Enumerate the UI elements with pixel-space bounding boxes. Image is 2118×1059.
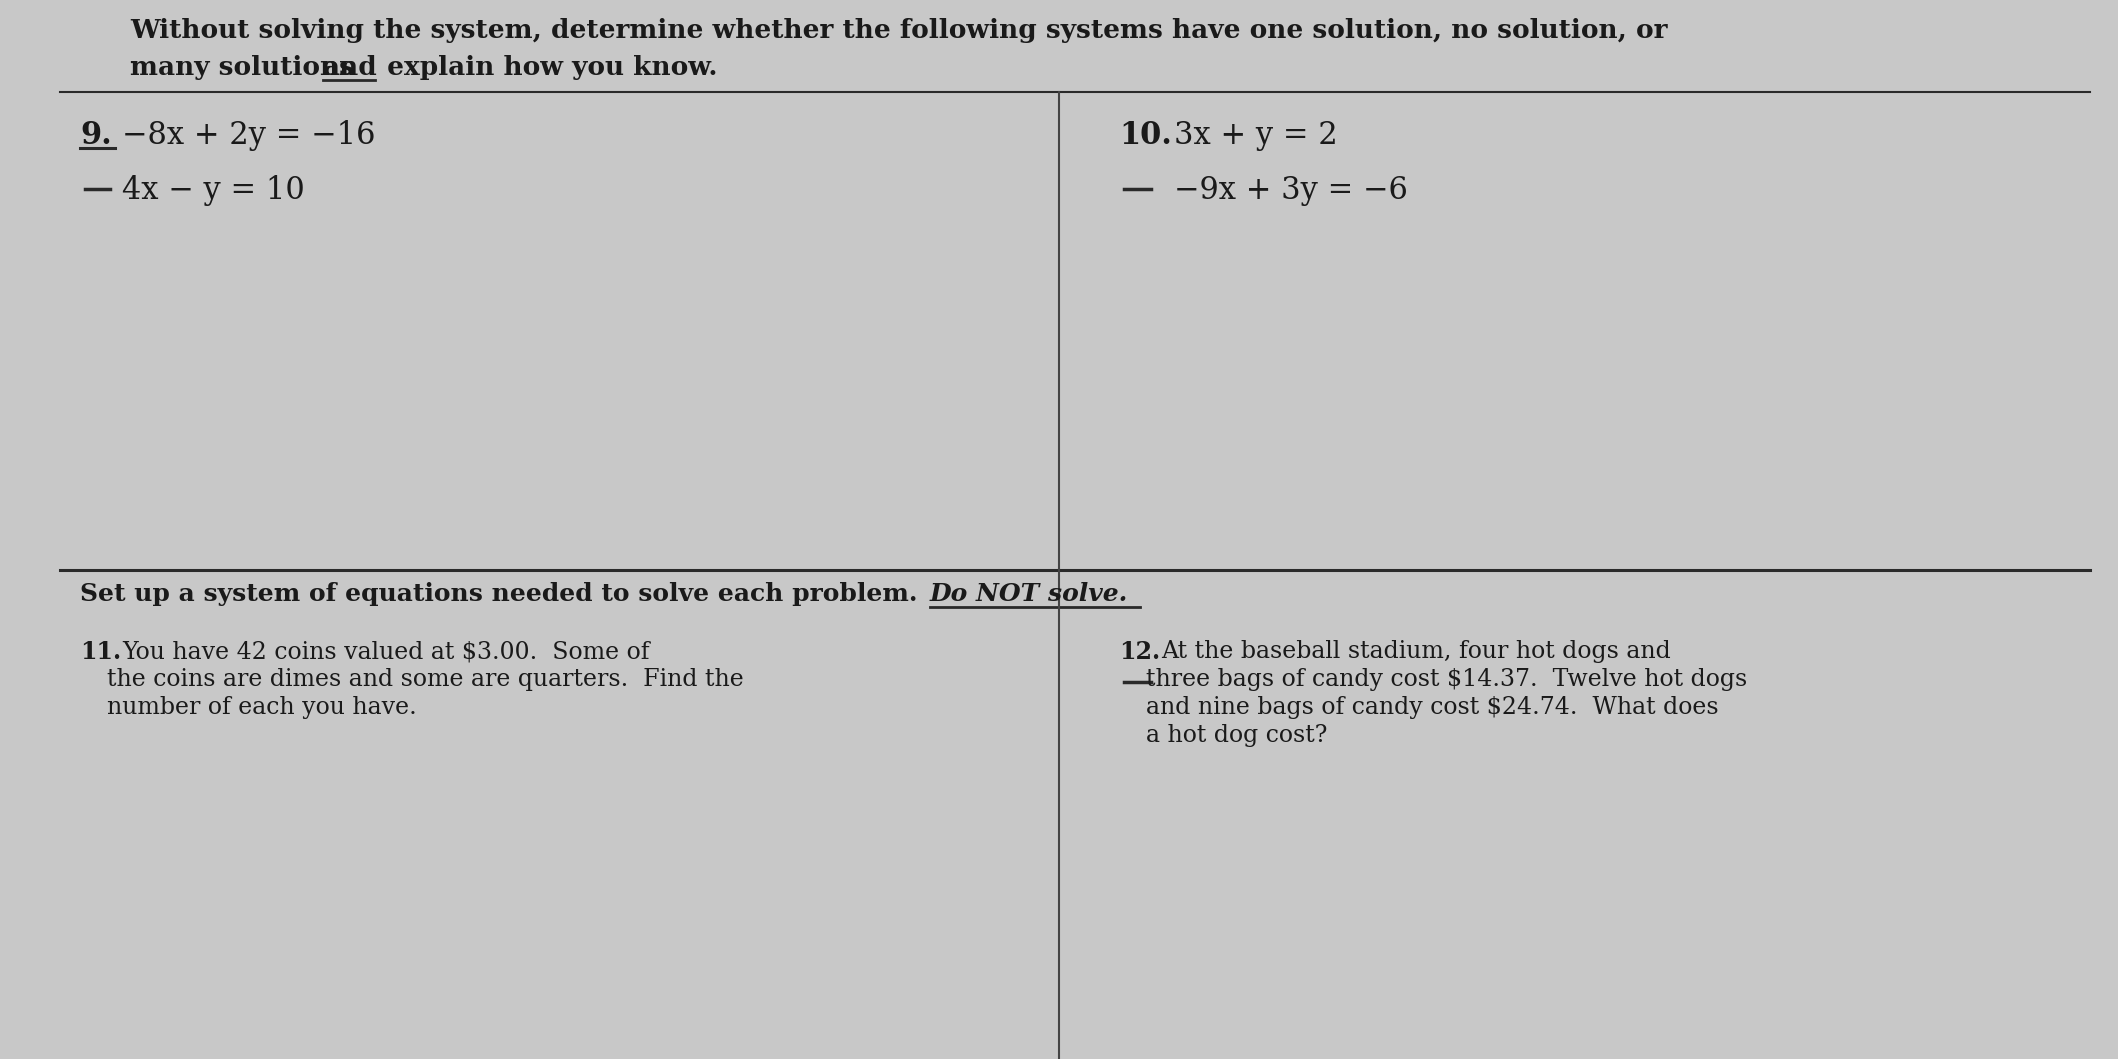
Text: and: and <box>324 55 377 80</box>
Text: At the baseball stadium, four hot dogs and: At the baseball stadium, four hot dogs a… <box>1161 640 1671 663</box>
Text: Do NOT solve.: Do NOT solve. <box>930 582 1129 606</box>
Text: three bags of candy cost $14.37.  Twelve hot dogs: three bags of candy cost $14.37. Twelve … <box>1146 668 1747 692</box>
Text: −9x + 3y = −6: −9x + 3y = −6 <box>1173 175 1408 207</box>
Text: Set up a system of equations needed to solve each problem.: Set up a system of equations needed to s… <box>80 582 934 606</box>
Text: 11.: 11. <box>80 640 121 664</box>
Text: many solutions: many solutions <box>129 55 362 80</box>
Text: and nine bags of candy cost $24.74.  What does: and nine bags of candy cost $24.74. What… <box>1146 696 1718 719</box>
Text: 12.: 12. <box>1118 640 1161 664</box>
Text: 9.: 9. <box>80 120 112 151</box>
Text: the coins are dimes and some are quarters.  Find the: the coins are dimes and some are quarter… <box>108 668 743 692</box>
Text: 4x − y = 10: 4x − y = 10 <box>123 175 305 207</box>
Text: 10.: 10. <box>1118 120 1171 151</box>
Text: You have 42 coins valued at $3.00.  Some of: You have 42 coins valued at $3.00. Some … <box>123 640 650 663</box>
Text: 3x + y = 2: 3x + y = 2 <box>1173 120 1339 151</box>
Text: number of each you have.: number of each you have. <box>108 696 417 719</box>
Text: a hot dog cost?: a hot dog cost? <box>1146 724 1328 747</box>
Text: Without solving the system, determine whether the following systems have one sol: Without solving the system, determine wh… <box>129 18 1667 43</box>
Text: −8x + 2y = −16: −8x + 2y = −16 <box>123 120 375 151</box>
Text: explain how you know.: explain how you know. <box>377 55 718 80</box>
